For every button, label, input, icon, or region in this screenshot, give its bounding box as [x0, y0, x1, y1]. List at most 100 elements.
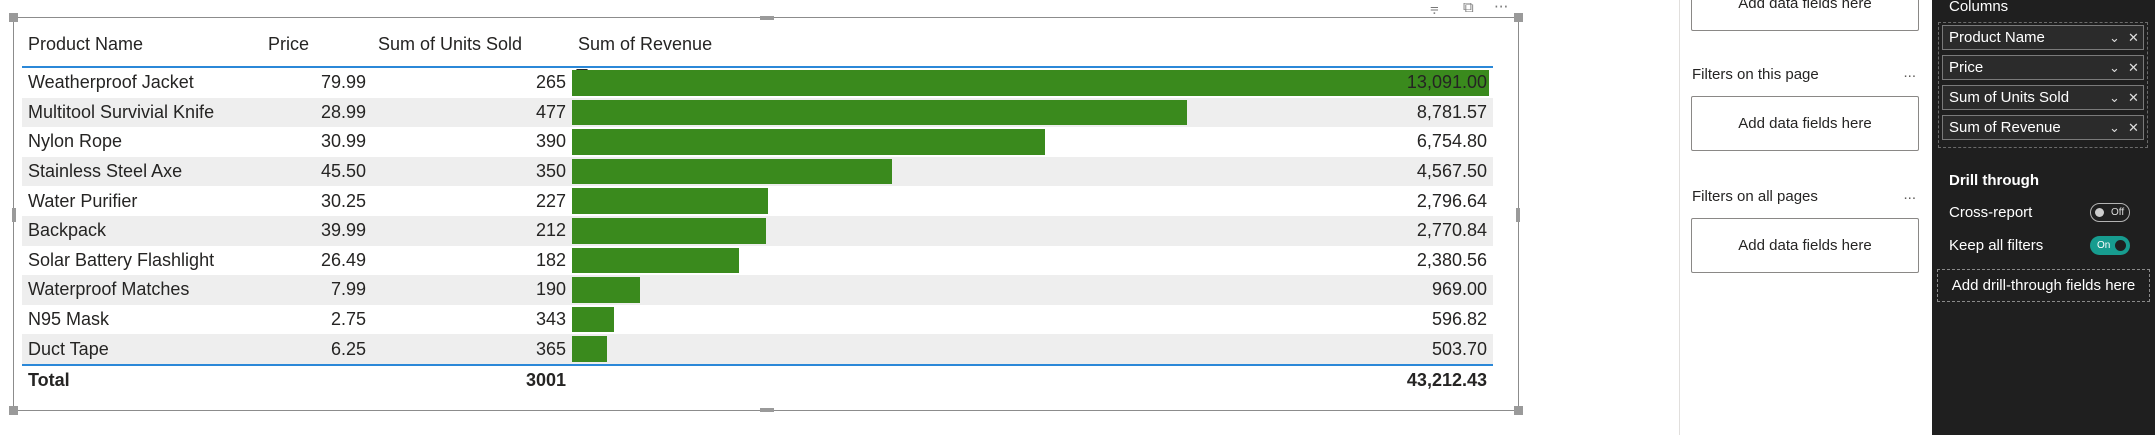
- close-icon[interactable]: ✕: [2128, 29, 2139, 45]
- resize-handle-right[interactable]: [1516, 208, 1520, 222]
- cell-price: 6.25: [262, 334, 372, 365]
- column-header-price[interactable]: Price: [262, 22, 372, 68]
- column-header-revenue-label: Sum of Revenue: [578, 33, 713, 54]
- revenue-value: 503.70: [1431, 338, 1487, 359]
- cell-product-name: N95 Mask: [28, 309, 110, 330]
- resize-handle-bottom-right[interactable]: [1514, 406, 1523, 415]
- resize-handle-bottom-left[interactable]: [9, 406, 18, 415]
- page-filter-drop-zone[interactable]: Add data fields here: [1691, 96, 1919, 151]
- keep-all-filters-label: Keep all filters: [1949, 237, 2044, 254]
- table-row[interactable]: Waterproof Matches 7.99 190 969.00: [22, 275, 1493, 305]
- cross-report-label: Cross-report: [1949, 204, 2033, 221]
- cross-report-state: Off: [2111, 207, 2125, 218]
- cell-units-sold: 390: [535, 131, 566, 152]
- visual-filter-drop-zone[interactable]: Add data fields here: [1691, 0, 1919, 31]
- table-row[interactable]: Multitool Survivial Knife 28.99 477 8,781.5…: [22, 97, 1493, 128]
- resize-handle-bottom[interactable]: [760, 408, 774, 412]
- cell-units-sold: 182: [535, 249, 566, 270]
- cell-units-sold: 343: [535, 309, 566, 330]
- total-revenue: 43,212.43: [572, 363, 1493, 396]
- more-options-icon[interactable]: ···: [1494, 0, 1509, 16]
- toggle-knob: [2115, 240, 2126, 251]
- cell-price: 39.99: [262, 215, 372, 246]
- close-icon[interactable]: ✕: [2128, 59, 2139, 75]
- toggle-knob: [2095, 208, 2104, 217]
- all-pages-filter-drop-label: Add data fields here: [1738, 237, 1872, 254]
- filters-all-more-icon[interactable]: ...: [1903, 186, 1916, 203]
- visual-filter-drop-label: Add data fields here: [1738, 0, 1872, 12]
- column-header-revenue[interactable]: Sum of Revenue: [572, 22, 1493, 76]
- drill-through-title: Drill through: [1949, 172, 2039, 189]
- revenue-value: 4,567.50: [1416, 161, 1487, 182]
- revenue-value: 596.82: [1431, 309, 1487, 330]
- columns-heading: Columns: [1949, 0, 2009, 15]
- page-filter-drop-label: Add data fields here: [1738, 115, 1872, 132]
- all-pages-filter-drop-zone[interactable]: Add data fields here: [1691, 218, 1919, 273]
- keep-all-filters-toggle[interactable]: On: [2090, 236, 2130, 255]
- cell-price: 7.99: [262, 275, 372, 305]
- cell-units-sold: 190: [372, 275, 572, 305]
- cell-units-sold: 365: [372, 334, 572, 365]
- cell-product-name: Stainless Steel Axe: [22, 156, 262, 187]
- filters-all-heading: Filters on all pages: [1692, 188, 1818, 205]
- table-row[interactable]: Solar Battery Flashlight 26.49 182 2,380.56: [22, 246, 1493, 276]
- cell-product-name: Weatherproof Jacket: [28, 72, 194, 93]
- field-pill-product-name[interactable]: Product Name ⌄ ✕: [1942, 25, 2144, 50]
- cross-report-toggle[interactable]: Off: [2090, 203, 2130, 222]
- total-label: Total: [22, 363, 262, 396]
- chevron-down-icon[interactable]: ⌄: [2109, 89, 2120, 105]
- field-pill-label: Sum of Units Sold: [1949, 89, 2070, 106]
- filters-page-more-icon[interactable]: ...: [1903, 64, 1916, 81]
- field-pill-price[interactable]: Price ⌄ ✕: [1942, 55, 2144, 80]
- cell-product-name: Nylon Rope: [28, 131, 123, 152]
- resize-handle-top-right[interactable]: [1514, 13, 1523, 22]
- cell-revenue: 2,796.64: [572, 186, 1493, 216]
- table-row[interactable]: N95 Mask 2.75 343 596.82: [22, 305, 1493, 335]
- revenue-data-bar: [572, 99, 1187, 126]
- revenue-value: 2,770.84: [1416, 220, 1487, 241]
- table-row[interactable]: Water Purifier 30.25 227 2,796.64: [22, 186, 1493, 216]
- revenue-value: 2,796.64: [1416, 190, 1487, 211]
- drill-through-drop-zone[interactable]: Add drill-through fields here: [1937, 269, 2150, 302]
- table-visual[interactable]: ⩦ ⧉ ··· Product Name Price Sum of Units …: [9, 0, 1523, 415]
- revenue-value: 8,781.57: [1416, 101, 1487, 122]
- drill-through-drop-label: Add drill-through fields here: [1951, 277, 2136, 294]
- close-icon[interactable]: ✕: [2128, 119, 2139, 135]
- chevron-down-icon[interactable]: ⌄: [2109, 29, 2120, 45]
- table-body: Weatherproof Jacket 79.99 265 13,091.00 Mult…: [22, 67, 1493, 365]
- field-pill-label: Sum of Revenue: [1949, 119, 2061, 136]
- column-header-product-name[interactable]: Product Name: [22, 22, 262, 68]
- table-row[interactable]: Stainless Steel Axe 45.50 350 4,567.50: [22, 156, 1493, 187]
- cell-price: 30.99: [320, 131, 366, 152]
- revenue-value: 969.00: [1431, 279, 1487, 300]
- cell-product-name: Solar Battery Flashlight: [28, 249, 215, 270]
- chevron-down-icon[interactable]: ⌄: [2109, 119, 2120, 135]
- chevron-down-icon[interactable]: ⌄: [2109, 59, 2120, 75]
- table-row[interactable]: Weatherproof Jacket 79.99 265 13,091.00: [22, 67, 1493, 98]
- table-row[interactable]: Backpack 39.99 212 2,770.84: [22, 215, 1493, 246]
- field-pill-units-sold[interactable]: Sum of Units Sold ⌄ ✕: [1942, 85, 2144, 110]
- focus-mode-icon[interactable]: ⧉: [1463, 0, 1474, 16]
- revenue-data-bar: [572, 129, 1045, 155]
- cell-price: 28.99: [262, 97, 372, 128]
- column-header-units-sold[interactable]: Sum of Units Sold: [372, 22, 572, 68]
- field-pill-revenue[interactable]: Sum of Revenue ⌄ ✕: [1942, 115, 2144, 140]
- resize-handle-left[interactable]: [12, 208, 16, 222]
- revenue-value: 13,091.00: [1406, 72, 1487, 93]
- revenue-data-bar: [572, 277, 640, 303]
- cell-revenue: 969.00: [572, 275, 1493, 305]
- revenue-data-bar: [572, 158, 892, 185]
- filter-icon[interactable]: ⩦: [1430, 0, 1439, 16]
- columns-well[interactable]: Product Name ⌄ ✕ Price ⌄ ✕ Sum of Units …: [1938, 22, 2148, 148]
- filters-pane: Add data fields here Filters on this pag…: [1679, 0, 1932, 435]
- table-row[interactable]: Nylon Rope 30.99 390 6,754.80: [22, 127, 1493, 157]
- table-row[interactable]: Duct Tape 6.25 365 503.70: [22, 334, 1493, 365]
- resize-handle-top[interactable]: [760, 16, 774, 20]
- revenue-data-bar: [572, 70, 1489, 96]
- close-icon[interactable]: ✕: [2128, 89, 2139, 105]
- cell-revenue: 2,380.56: [572, 246, 1493, 276]
- cell-revenue: 8,781.57: [572, 97, 1493, 128]
- revenue-value: 2,380.56: [1416, 249, 1487, 270]
- revenue-data-bar: [572, 188, 768, 214]
- resize-handle-top-left[interactable]: [9, 13, 18, 22]
